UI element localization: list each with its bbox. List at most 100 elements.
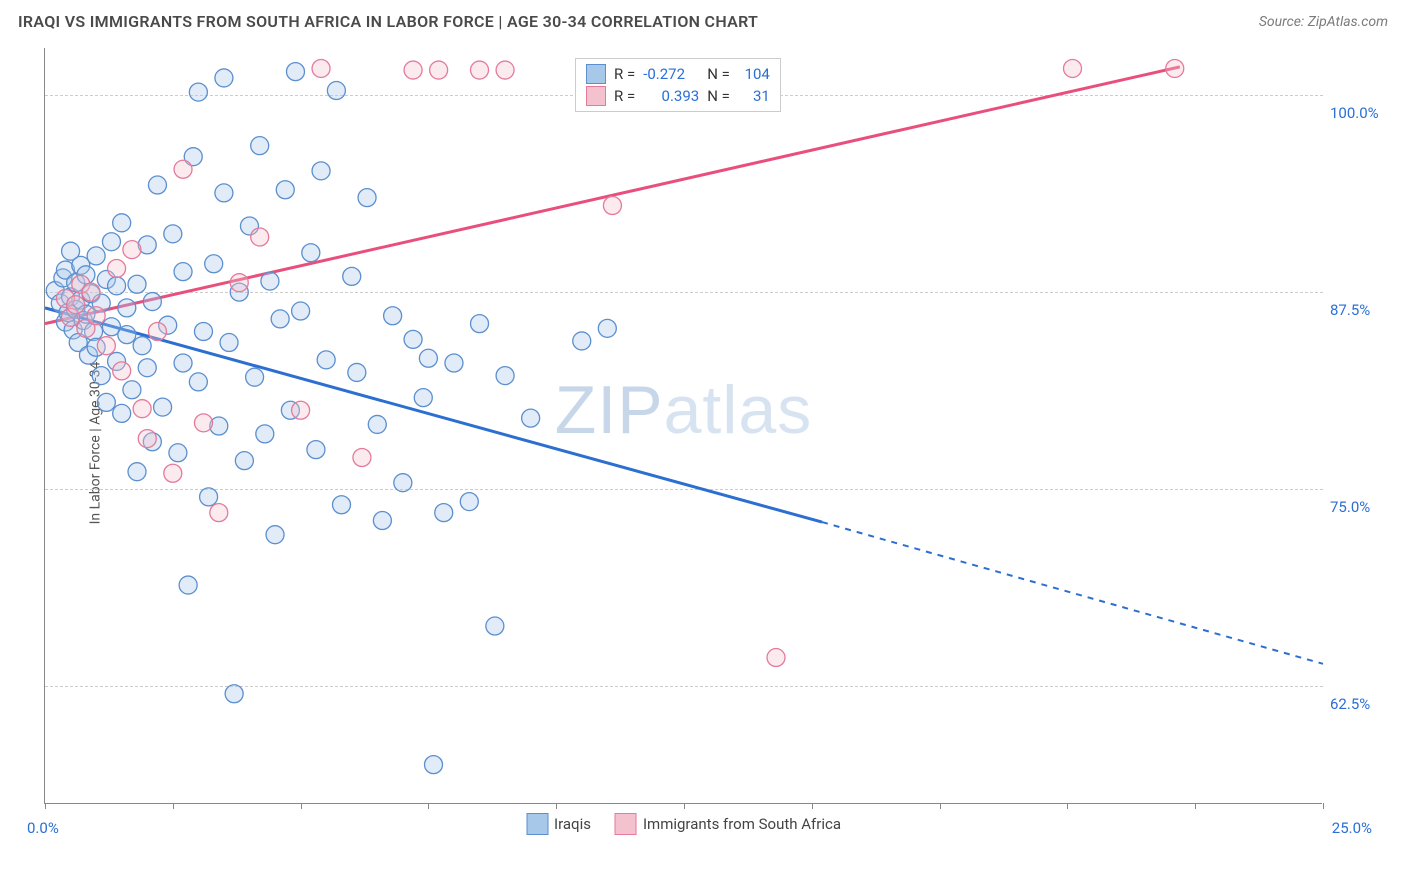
scatter-point xyxy=(133,337,151,355)
stat-r-label: R = xyxy=(614,65,635,83)
scatter-point xyxy=(235,452,253,470)
bottom-legend: Iraqis Immigrants from South Africa xyxy=(526,813,841,835)
scatter-point xyxy=(425,756,443,774)
scatter-point xyxy=(435,504,453,522)
scatter-point xyxy=(292,302,310,320)
scatter-point xyxy=(154,398,172,416)
stat-row-0: R = -0.272 N = 104 xyxy=(586,63,770,85)
scatter-point xyxy=(92,367,110,385)
scatter-point xyxy=(164,225,182,243)
swatch-iraqis-icon xyxy=(586,64,606,84)
scatter-point xyxy=(1064,59,1082,77)
scatter-point xyxy=(225,685,243,703)
legend-label-sa: Immigrants from South Africa xyxy=(643,815,841,833)
scatter-point xyxy=(118,299,136,317)
chart-header: IRAQI VS IMMIGRANTS FROM SOUTH AFRICA IN… xyxy=(0,0,1406,39)
legend-item-iraqis: Iraqis xyxy=(526,813,591,835)
x-tick xyxy=(684,803,685,809)
scatter-point xyxy=(332,496,350,514)
legend-label-iraqis: Iraqis xyxy=(554,815,591,833)
scatter-point xyxy=(307,441,325,459)
scatter-point xyxy=(148,323,166,341)
scatter-point xyxy=(123,381,141,399)
scatter-point xyxy=(286,63,304,81)
scatter-point xyxy=(174,354,192,372)
legend-item-sa: Immigrants from South Africa xyxy=(615,813,841,835)
y-tick-label: 100.0% xyxy=(1330,104,1379,122)
scatter-point xyxy=(67,296,85,314)
scatter-point xyxy=(87,247,105,265)
scatter-point xyxy=(261,272,279,290)
y-tick-label: 62.5% xyxy=(1330,695,1370,713)
scatter-point xyxy=(123,241,141,259)
stat-n-val-1: 31 xyxy=(738,87,770,105)
scatter-point xyxy=(102,233,120,251)
scatter-point xyxy=(87,307,105,325)
stat-n-label: N = xyxy=(707,87,730,105)
scatter-point xyxy=(113,362,131,380)
scatter-point xyxy=(368,415,386,433)
scatter-point xyxy=(471,315,489,333)
x-tick xyxy=(812,803,813,809)
scatter-point xyxy=(251,137,269,155)
scatter-point xyxy=(353,449,371,467)
x-tick xyxy=(1067,803,1068,809)
scatter-point xyxy=(271,310,289,328)
scatter-point xyxy=(496,61,514,79)
scatter-point xyxy=(133,400,151,418)
scatter-point xyxy=(108,277,126,295)
x-tick xyxy=(428,803,429,809)
scatter-point xyxy=(118,326,136,344)
x-tick-label-25: 25.0% xyxy=(1332,819,1372,837)
x-tick xyxy=(1323,803,1324,809)
scatter-point xyxy=(348,363,366,381)
scatter-point xyxy=(327,82,345,100)
scatter-point xyxy=(445,354,463,372)
scatter-point xyxy=(97,337,115,355)
scatter-point xyxy=(384,307,402,325)
scatter-point xyxy=(256,425,274,443)
trend-line-dashed xyxy=(822,522,1323,664)
x-tick-label-0: 0.0% xyxy=(27,819,59,837)
scatter-point xyxy=(312,162,330,180)
scatter-point xyxy=(97,393,115,411)
scatter-point xyxy=(200,488,218,506)
scatter-point xyxy=(292,401,310,419)
scatter-point xyxy=(148,176,166,194)
chart-container: In Labor Force | Age 30-34 ZIPatlas 0.0%… xyxy=(44,48,1384,838)
scatter-point xyxy=(404,61,422,79)
x-tick xyxy=(940,803,941,809)
scatter-point xyxy=(230,274,248,292)
scatter-point xyxy=(138,359,156,377)
scatter-point xyxy=(276,181,294,199)
y-tick-label: 75.0% xyxy=(1330,498,1370,516)
scatter-point xyxy=(174,160,192,178)
scatter-point xyxy=(1166,59,1184,77)
scatter-point xyxy=(496,367,514,385)
scatter-point xyxy=(767,649,785,667)
scatter-point xyxy=(373,512,391,530)
scatter-point xyxy=(194,414,212,432)
scatter-point xyxy=(343,267,361,285)
legend-swatch-iraqis-icon xyxy=(526,813,548,835)
scatter-point xyxy=(460,493,478,511)
x-tick xyxy=(1195,803,1196,809)
scatter-point xyxy=(598,319,616,337)
scatter-point xyxy=(220,334,238,352)
scatter-point xyxy=(205,255,223,273)
scatter-point xyxy=(210,504,228,522)
x-tick xyxy=(173,803,174,809)
chart-title: IRAQI VS IMMIGRANTS FROM SOUTH AFRICA IN… xyxy=(18,12,758,31)
legend-swatch-sa-icon xyxy=(615,813,637,835)
scatter-point xyxy=(414,389,432,407)
scatter-point xyxy=(573,332,591,350)
scatter-point xyxy=(312,59,330,77)
scatter-point xyxy=(317,351,335,369)
y-tick-label: 87.5% xyxy=(1330,301,1370,319)
plot-svg xyxy=(45,48,1323,804)
scatter-point xyxy=(419,349,437,367)
scatter-point xyxy=(82,283,100,301)
scatter-point xyxy=(246,368,264,386)
scatter-point xyxy=(522,409,540,427)
scatter-point xyxy=(266,526,284,544)
